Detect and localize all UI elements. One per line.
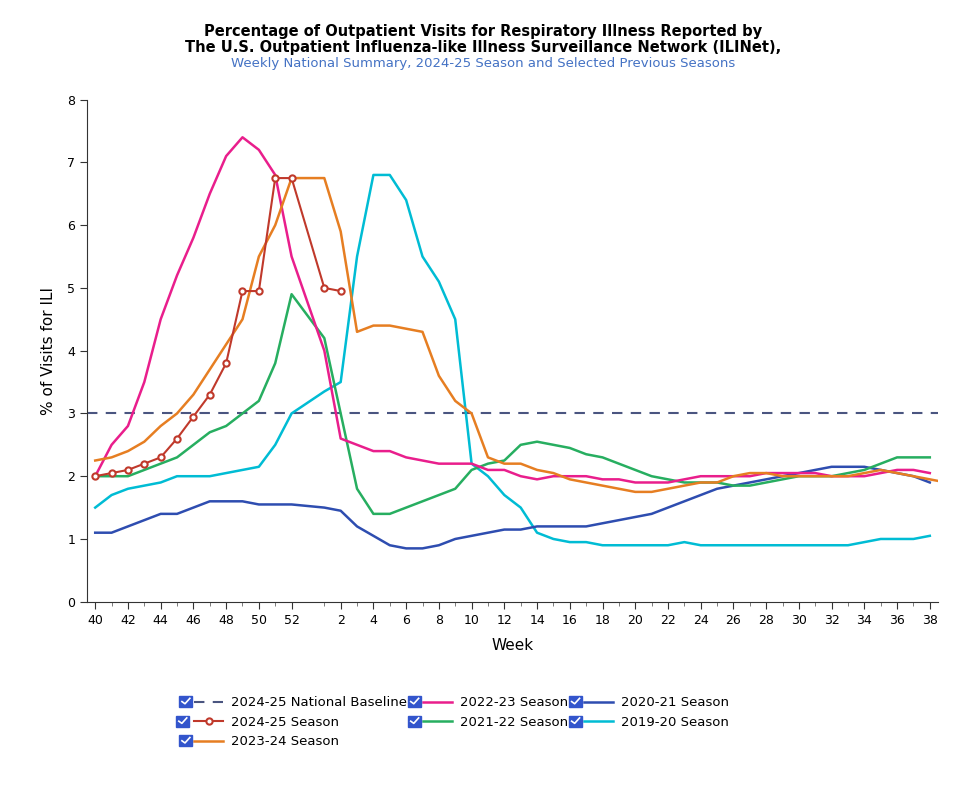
Text: Weekly National Summary, 2024-25 Season and Selected Previous Seasons: Weekly National Summary, 2024-25 Season … bbox=[231, 57, 736, 70]
Y-axis label: % of Visits for ILI: % of Visits for ILI bbox=[42, 287, 56, 414]
Text: Percentage of Outpatient Visits for Respiratory Illness Reported by: Percentage of Outpatient Visits for Resp… bbox=[204, 24, 763, 39]
Legend: 2024-25 National Baseline, 2024-25 Season, 2023-24 Season, 2022-23 Season, 2021-: 2024-25 National Baseline, 2024-25 Seaso… bbox=[194, 697, 729, 748]
X-axis label: Week: Week bbox=[491, 638, 534, 653]
Text: The U.S. Outpatient Influenza-like Illness Surveillance Network (ILINet),: The U.S. Outpatient Influenza-like Illne… bbox=[186, 40, 781, 55]
